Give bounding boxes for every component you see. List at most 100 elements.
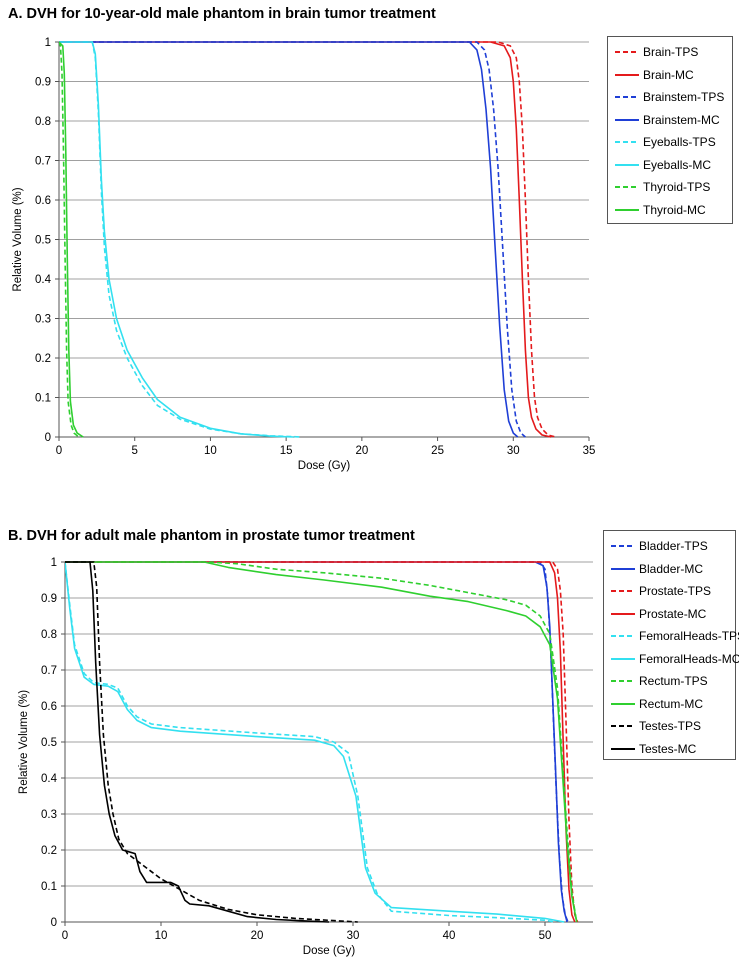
x-tick-label: 5 [132, 445, 138, 457]
x-tick-label: 50 [539, 930, 552, 942]
legend-swatch [615, 208, 639, 211]
y-axis-label: Relative Volume (%) [12, 187, 24, 291]
x-axis-label: Dose (Gy) [303, 945, 356, 957]
legend-swatch [611, 567, 635, 570]
legend-swatch [611, 590, 635, 593]
legend-label: Rectum-MC [639, 696, 704, 711]
legend-item: Prostate-TPS [610, 580, 731, 603]
series-line-thyroid-mc [59, 41, 84, 438]
legend-swatch [611, 612, 635, 615]
legend-swatch [611, 657, 635, 660]
y-tick-label: 1 [51, 557, 57, 569]
legend-label: Eyeballs-TPS [643, 135, 716, 150]
series-line-brainstem-tps [59, 41, 526, 438]
legend-swatch [615, 73, 639, 76]
legend-label: Testes-TPS [639, 719, 702, 734]
y-tick-label: 0.5 [35, 235, 51, 247]
series-group [59, 41, 556, 438]
legend-label: Rectum-TPS [639, 674, 708, 689]
series-line-femoralheads-mc [65, 561, 565, 923]
dvh-plot-a: 00.10.20.30.40.50.60.70.80.910 5 10 15 20 25 3… [12, 37, 596, 472]
x-tick-label: 15 [280, 445, 293, 457]
series-line-rectum-tps [65, 561, 578, 923]
y-tick-label: 0.3 [41, 809, 57, 821]
y-tick-label: 0.5 [41, 737, 57, 749]
y-tick-label: 0.1 [41, 881, 57, 893]
legend-item: Brainstem-MC [614, 109, 728, 132]
legend: Bladder-TPS Bladder-MC Prostate-TPS Prostat… [603, 530, 739, 760]
y-tick-label: 0.2 [35, 353, 51, 365]
legend-swatch [615, 96, 639, 99]
legend-label: FemoralHeads-MC [639, 651, 739, 666]
x-tick-label: 40 [443, 930, 456, 942]
gridlines [65, 561, 593, 923]
series-line-brain-tps [59, 41, 556, 438]
y-tick-label: 0.2 [41, 845, 57, 857]
legend-label: Bladder-MC [639, 561, 704, 576]
legend-item: Thyroid-TPS [614, 176, 728, 199]
legend-swatch [611, 545, 635, 548]
legend-label: Testes-MC [639, 741, 697, 756]
legend-item: FemoralHeads-TPS [610, 625, 739, 648]
series-line-femoralheads-tps [65, 561, 555, 923]
series-line-bladder-mc [65, 561, 568, 923]
x-tick-label: 0 [62, 930, 68, 942]
legend-item: Prostate-MC [610, 603, 731, 626]
legend: Brain-TPS Brain-MC Brainstem-TPS Brainstem-… [607, 36, 733, 224]
y-tick-label: 0.9 [41, 593, 57, 605]
dvh-plot-b: 00.10.20.30.40.50.60.70.80.910 10 20 30 40 50… [18, 557, 593, 957]
chart-title: A. DVH for 10-year-old male phantom in b… [8, 6, 436, 22]
x-tick-label: 30 [507, 445, 520, 457]
x-tick-label: 10 [155, 930, 168, 942]
series-line-testes-mc [65, 561, 330, 923]
legend-swatch [611, 747, 635, 750]
legend-label: Thyroid-MC [643, 202, 706, 217]
x-tick-label: 20 [355, 445, 368, 457]
y-tick-label: 0.6 [35, 195, 51, 207]
legend-item: Testes-TPS [610, 715, 731, 738]
y-tick-label: 0.9 [35, 77, 51, 89]
chart-title: B. DVH for adult male phantom in prostat… [8, 528, 415, 544]
series-line-testes-tps [65, 561, 358, 923]
series-line-prostate-mc [65, 561, 576, 923]
legend-label: Brain-TPS [643, 45, 699, 60]
legend-label: FemoralHeads-TPS [639, 629, 739, 644]
x-axis-label: Dose (Gy) [298, 460, 351, 472]
y-tick-label: 0.7 [41, 665, 57, 677]
chart-panel-b: B. DVH for adult male phantom in prostat… [0, 522, 739, 969]
legend-item: Brainstem-TPS [614, 86, 728, 109]
legend-swatch [611, 680, 635, 683]
x-tick-label: 10 [204, 445, 217, 457]
legend-label: Brainstem-MC [643, 112, 720, 127]
gridlines [59, 41, 589, 438]
legend-item: Eyeballs-MC [614, 154, 728, 177]
y-tick-label: 0.8 [41, 629, 57, 641]
y-tick-label: 0.4 [41, 773, 58, 785]
y-tick-label: 1 [45, 37, 51, 49]
legend-label: Prostate-TPS [639, 584, 712, 599]
legend-label: Thyroid-TPS [643, 180, 711, 195]
legend-item: Rectum-TPS [610, 670, 731, 693]
y-tick-label: 0.1 [35, 393, 51, 405]
y-tick-label: 0.6 [41, 701, 57, 713]
legend-swatch [615, 186, 639, 189]
series-line-brainstem-mc [59, 41, 519, 438]
legend-item: Rectum-MC [610, 693, 731, 716]
y-tick-label: 0.7 [35, 156, 51, 168]
x-tick-label: 25 [431, 445, 444, 457]
series-group [65, 561, 579, 923]
legend-swatch [615, 118, 639, 121]
legend-swatch [615, 51, 639, 54]
legend-swatch [615, 141, 639, 144]
legend-item: Brain-TPS [614, 41, 728, 64]
x-tick-label: 35 [583, 445, 596, 457]
legend-item: Brain-MC [614, 64, 728, 87]
legend-label: Brainstem-TPS [643, 90, 725, 105]
legend-item: Eyeballs-TPS [614, 131, 728, 154]
legend-swatch [615, 163, 639, 166]
y-axis-label: Relative Volume (%) [18, 690, 30, 794]
y-tick-label: 0 [45, 432, 51, 444]
legend-item: Bladder-MC [610, 558, 731, 581]
chart-panel-a: A. DVH for 10-year-old male phantom in b… [8, 6, 733, 472]
series-line-rectum-mc [65, 561, 578, 923]
